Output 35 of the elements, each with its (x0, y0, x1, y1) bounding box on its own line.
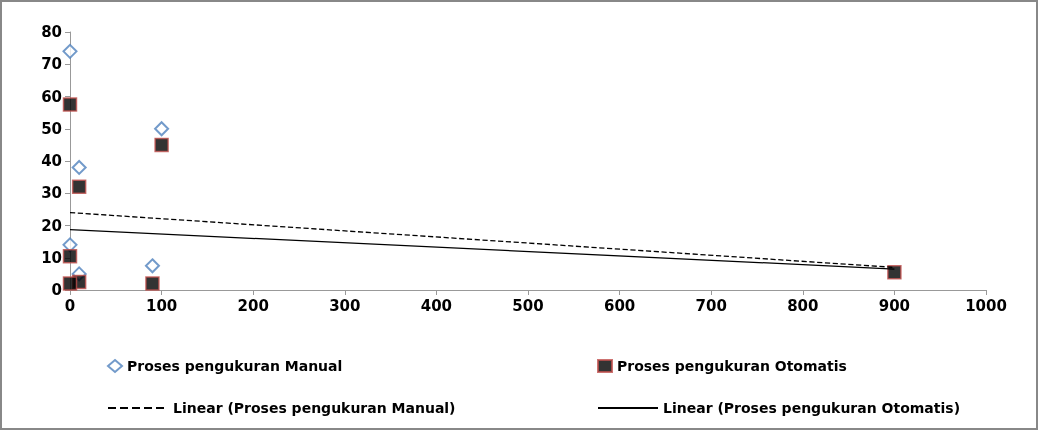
y-tick-label: 0 (51, 281, 62, 299)
legend-label: Linear (Proses pengukuran Otomatis) (663, 400, 961, 416)
y-tick-label: 40 (41, 152, 62, 170)
x-tick-label: 500 (512, 296, 544, 315)
point (62, 97, 78, 112)
point (145, 276, 160, 291)
legend-label: Proses pengukuran Otomatis (617, 358, 847, 374)
x-tick-label: 400 (420, 296, 453, 315)
y-tick-label: 20 (41, 216, 62, 235)
x-tick-label: 600 (603, 296, 636, 315)
x-tick-label: 800 (787, 296, 819, 315)
y-tick-label: 60 (41, 87, 62, 106)
legend-label: Proses pengukuran Manual (127, 358, 343, 374)
y-tick-label: 50 (41, 119, 62, 138)
x-tick-label: 300 (329, 296, 361, 315)
point (62, 248, 78, 264)
y-tick-label: 70 (41, 55, 62, 74)
x-tick-label: 900 (878, 296, 911, 315)
point (154, 121, 170, 137)
x-tick-label: 1000 (965, 296, 1007, 315)
legend-label: Linear (Proses pengukuran Manual) (173, 400, 456, 416)
x-tick-label: 0 (64, 296, 76, 315)
x-tick-label: 100 (145, 296, 178, 315)
point (154, 137, 169, 153)
y-tick-label: 10 (41, 248, 62, 267)
y-tick-label: 30 (41, 184, 62, 203)
point (887, 265, 902, 280)
point (62, 276, 78, 291)
point (71, 159, 87, 175)
point (62, 43, 78, 59)
point (144, 258, 160, 274)
x-tick-label: 200 (237, 296, 269, 315)
point (71, 179, 87, 195)
y-tick-label: 80 (41, 23, 62, 41)
x-tick-label: 700 (695, 296, 727, 315)
